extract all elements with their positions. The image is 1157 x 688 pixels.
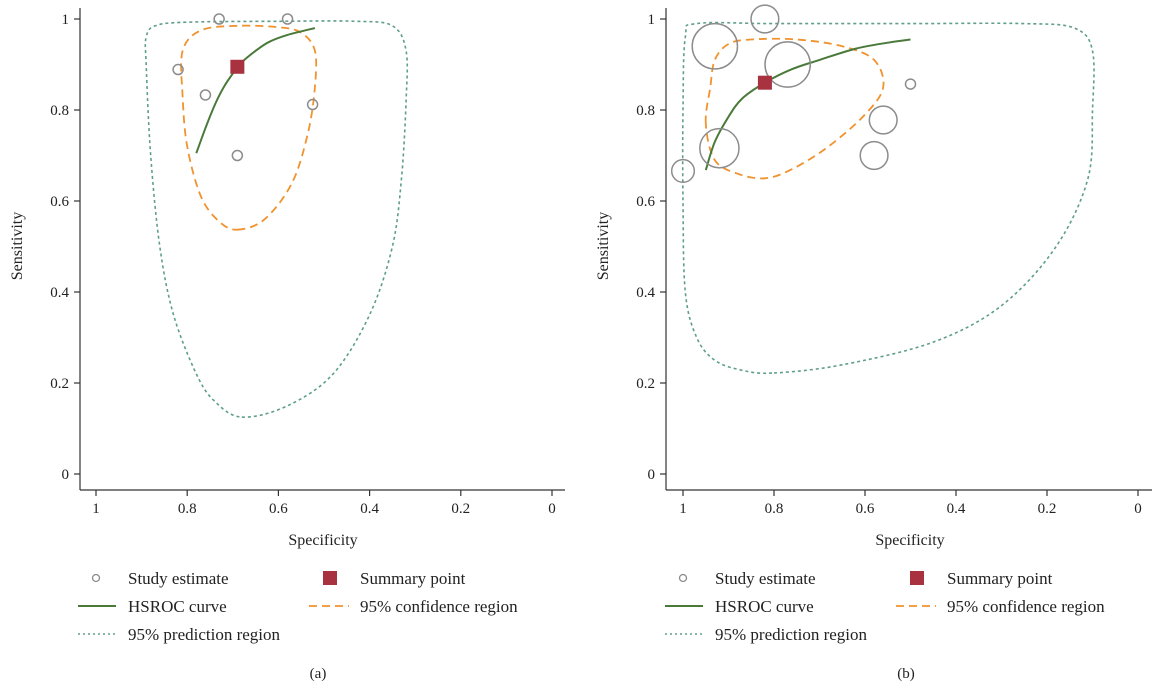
study-estimate-point bbox=[691, 22, 739, 70]
x-axis-title: Specificity bbox=[875, 532, 944, 549]
x-tick-label: 0.8 bbox=[765, 501, 784, 517]
legend-study-label: Study estimate bbox=[128, 569, 229, 588]
study-estimate-point bbox=[670, 158, 696, 184]
study-estimate-point bbox=[281, 13, 294, 25]
y-axis-title: Sensitivity bbox=[9, 212, 26, 280]
panel-a: 0 0.2 0.4 0.6 0.8 1 1 0.8 0.6 0.4 0.2 0 Specificity S… bbox=[9, 8, 565, 682]
study-estimate-point bbox=[868, 105, 898, 135]
study-estimate-point bbox=[764, 41, 812, 88]
legend-prediction-label: 95% prediction region bbox=[715, 625, 868, 644]
study-estimate-point bbox=[699, 127, 740, 169]
study-estimate-point bbox=[750, 4, 780, 34]
legend-study-label: Study estimate bbox=[715, 569, 816, 588]
y-tick-label: 1 bbox=[62, 12, 70, 28]
study-estimate-point bbox=[199, 89, 212, 101]
confidence-region bbox=[180, 24, 318, 231]
x-tick-label: 0.8 bbox=[178, 501, 197, 517]
confidence-region bbox=[704, 37, 885, 180]
study-estimate-point bbox=[904, 78, 917, 90]
legend: Study estimate Summary point HSROC curve 95… bbox=[78, 569, 518, 644]
study-estimate-point bbox=[172, 63, 184, 76]
y-tick-label: 1 bbox=[648, 12, 656, 28]
y-tick-label: 0.8 bbox=[636, 103, 655, 119]
x-tick-label: 0 bbox=[1134, 501, 1142, 517]
y-tick-label: 0.6 bbox=[636, 194, 655, 210]
x-tick-label: 0.6 bbox=[269, 501, 288, 517]
legend-hsroc-label: HSROC curve bbox=[128, 597, 227, 616]
legend-study-marker bbox=[678, 573, 688, 583]
legend-summary-label: Summary point bbox=[360, 569, 466, 588]
y-tick-label: 0.6 bbox=[50, 194, 69, 210]
legend-study-marker bbox=[91, 573, 101, 583]
study-estimate-point bbox=[859, 140, 889, 171]
prediction-region bbox=[144, 20, 409, 418]
study-estimate-point bbox=[306, 98, 319, 111]
x-tick-label: 0.6 bbox=[856, 501, 875, 517]
panel-label: (a) bbox=[310, 666, 327, 682]
hsroc-curve bbox=[704, 38, 911, 171]
prediction-region bbox=[681, 21, 1095, 375]
panel-label: (b) bbox=[897, 666, 915, 682]
hsroc-curve bbox=[195, 27, 316, 154]
study-estimate-point bbox=[213, 13, 225, 25]
summary-point bbox=[757, 75, 772, 90]
y-axis-title: Sensitivity bbox=[595, 212, 612, 280]
y-tick-label: 0 bbox=[648, 467, 656, 483]
x-tick-label: 0.2 bbox=[451, 501, 470, 517]
y-tick-label: 0.4 bbox=[636, 285, 655, 301]
legend-prediction-label: 95% prediction region bbox=[128, 625, 281, 644]
y-tick-label: 0.2 bbox=[636, 376, 655, 392]
study-estimate-point bbox=[231, 149, 244, 162]
legend-summary-label: Summary point bbox=[947, 569, 1053, 588]
legend-confidence-label: 95% confidence region bbox=[947, 597, 1105, 616]
x-tick-label: 1 bbox=[679, 501, 687, 517]
y-tick-label: 0 bbox=[62, 467, 70, 483]
x-tick-label: 0.4 bbox=[947, 501, 966, 517]
x-axis-title: Specificity bbox=[288, 532, 357, 549]
x-tick-label: 0.4 bbox=[360, 501, 379, 517]
y-tick-label: 0.4 bbox=[50, 285, 69, 301]
legend-hsroc-label: HSROC curve bbox=[715, 597, 814, 616]
summary-point bbox=[230, 59, 245, 74]
panel-b: 0 0.2 0.4 0.6 0.8 1 1 0.8 0.6 0.4 0.2 0 Specificity S… bbox=[595, 4, 1152, 682]
x-tick-label: 1 bbox=[92, 501, 100, 517]
legend-confidence-label: 95% confidence region bbox=[360, 597, 518, 616]
y-tick-label: 0.2 bbox=[50, 376, 69, 392]
legend-summary-marker bbox=[323, 571, 337, 585]
y-tick-label: 0.8 bbox=[50, 103, 69, 119]
legend: Study estimate Summary point HSROC curve 95… bbox=[665, 569, 1105, 644]
x-tick-label: 0.2 bbox=[1038, 501, 1057, 517]
legend-summary-marker bbox=[910, 571, 924, 585]
x-tick-label: 0 bbox=[548, 501, 556, 517]
